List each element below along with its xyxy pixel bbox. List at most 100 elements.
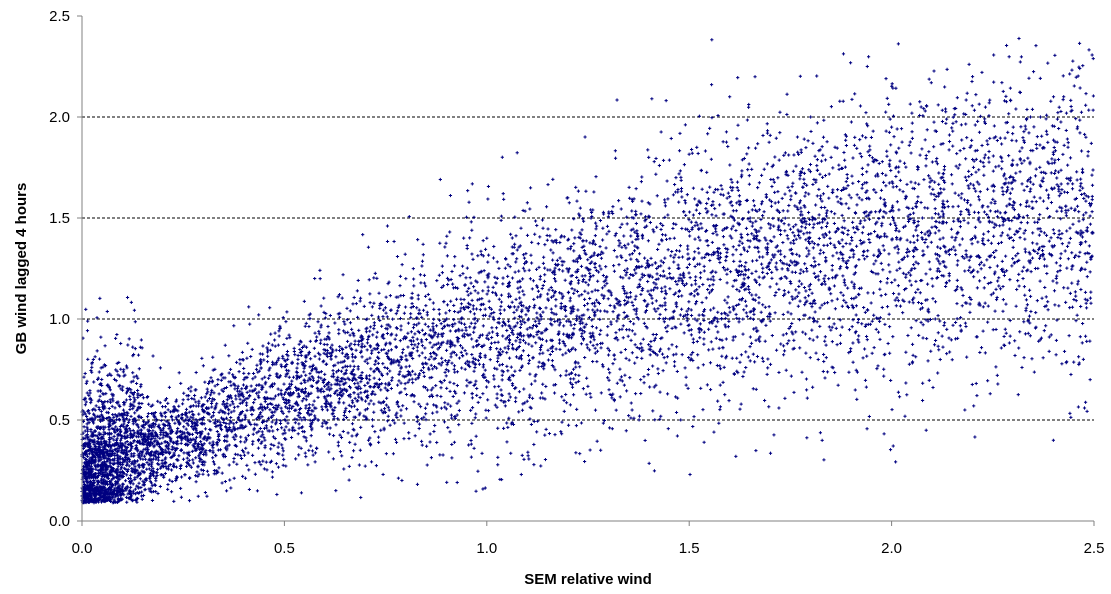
- scatter-point: [110, 458, 115, 462]
- scatter-point: [206, 390, 210, 394]
- scatter-point: [82, 425, 86, 429]
- scatter-point: [692, 294, 696, 298]
- scatter-point: [1004, 177, 1008, 181]
- scatter-point: [851, 226, 855, 230]
- scatter-point: [209, 390, 214, 394]
- scatter-point: [84, 381, 88, 386]
- scatter-point: [379, 348, 384, 352]
- scatter-point: [399, 390, 403, 394]
- scatter-point: [598, 317, 602, 321]
- scatter-point: [535, 284, 539, 288]
- scatter-point: [163, 471, 167, 476]
- scatter-point: [353, 355, 358, 359]
- scatter-point: [823, 335, 827, 339]
- scatter-point: [576, 189, 581, 193]
- scatter-point: [219, 423, 223, 427]
- scatter-point: [211, 368, 215, 372]
- scatter-point: [813, 310, 817, 314]
- scatter-point: [1082, 192, 1086, 196]
- scatter-point: [795, 135, 800, 139]
- scatter-point: [800, 282, 804, 286]
- scatter-point: [423, 322, 427, 326]
- scatter-point: [789, 241, 793, 245]
- scatter-point: [902, 161, 907, 165]
- scatter-point: [649, 345, 653, 349]
- scatter-point: [304, 398, 308, 402]
- scatter-point: [1085, 260, 1089, 264]
- scatter-point: [713, 187, 718, 192]
- scatter-point: [833, 307, 838, 311]
- scatter-point: [344, 371, 348, 376]
- scatter-point: [112, 377, 117, 381]
- scatter-point: [337, 392, 341, 396]
- scatter-point: [1055, 318, 1059, 322]
- scatter-point: [436, 335, 440, 339]
- scatter-point: [943, 85, 947, 89]
- scatter-point: [813, 260, 817, 264]
- scatter-point: [519, 322, 523, 326]
- scatter-point: [340, 454, 344, 458]
- scatter-point: [303, 418, 307, 422]
- scatter-point: [662, 356, 666, 360]
- scatter-point: [804, 191, 808, 195]
- scatter-point: [1056, 170, 1061, 174]
- scatter-point: [1088, 339, 1092, 343]
- scatter-point: [790, 251, 794, 256]
- scatter-point: [970, 138, 974, 142]
- scatter-point: [98, 394, 102, 398]
- scatter-point: [1032, 125, 1036, 129]
- scatter-point: [271, 429, 275, 433]
- scatter-point: [132, 396, 136, 400]
- scatter-point: [169, 431, 173, 435]
- scatter-point: [316, 395, 320, 400]
- scatter-point: [323, 396, 327, 400]
- scatter-point: [939, 142, 943, 146]
- scatter-point: [654, 172, 658, 176]
- scatter-point: [485, 236, 489, 240]
- scatter-point: [302, 435, 306, 439]
- scatter-point: [796, 228, 800, 232]
- scatter-point: [689, 333, 693, 337]
- scatter-point: [633, 361, 637, 365]
- scatter-point: [500, 378, 504, 382]
- scatter-point: [573, 322, 577, 327]
- scatter-point: [653, 336, 657, 340]
- scatter-point: [575, 314, 579, 318]
- scatter-point: [731, 305, 735, 309]
- scatter-point: [1028, 176, 1033, 180]
- scatter-point: [584, 322, 588, 326]
- scatter-point: [211, 410, 216, 415]
- scatter-point: [643, 225, 647, 229]
- scatter-point: [403, 381, 407, 386]
- scatter-point: [654, 299, 658, 303]
- scatter-point: [830, 365, 834, 369]
- scatter-point: [793, 270, 798, 275]
- scatter-point: [178, 486, 183, 491]
- scatter-point: [253, 460, 257, 465]
- scatter-point: [1000, 231, 1005, 235]
- scatter-point: [173, 421, 177, 425]
- scatter-point: [783, 255, 787, 259]
- scatter-point: [443, 405, 447, 409]
- scatter-point: [930, 225, 934, 229]
- scatter-point: [803, 296, 807, 300]
- scatter-point: [546, 227, 550, 231]
- scatter-point: [1086, 154, 1090, 158]
- scatter-point: [821, 135, 826, 139]
- scatter-point: [136, 425, 141, 429]
- scatter-point: [284, 401, 289, 406]
- scatter-point: [527, 305, 532, 309]
- scatter-point: [481, 392, 485, 396]
- scatter-point: [228, 478, 232, 482]
- scatter-point: [699, 386, 703, 390]
- scatter-point: [584, 280, 588, 285]
- scatter-point: [284, 368, 289, 372]
- scatter-point: [577, 294, 581, 298]
- scatter-point: [153, 422, 158, 426]
- scatter-point: [960, 138, 964, 142]
- scatter-point: [1000, 159, 1004, 164]
- scatter-point: [118, 374, 122, 378]
- scatter-point: [632, 322, 636, 326]
- scatter-point: [132, 452, 136, 456]
- scatter-point: [446, 402, 450, 406]
